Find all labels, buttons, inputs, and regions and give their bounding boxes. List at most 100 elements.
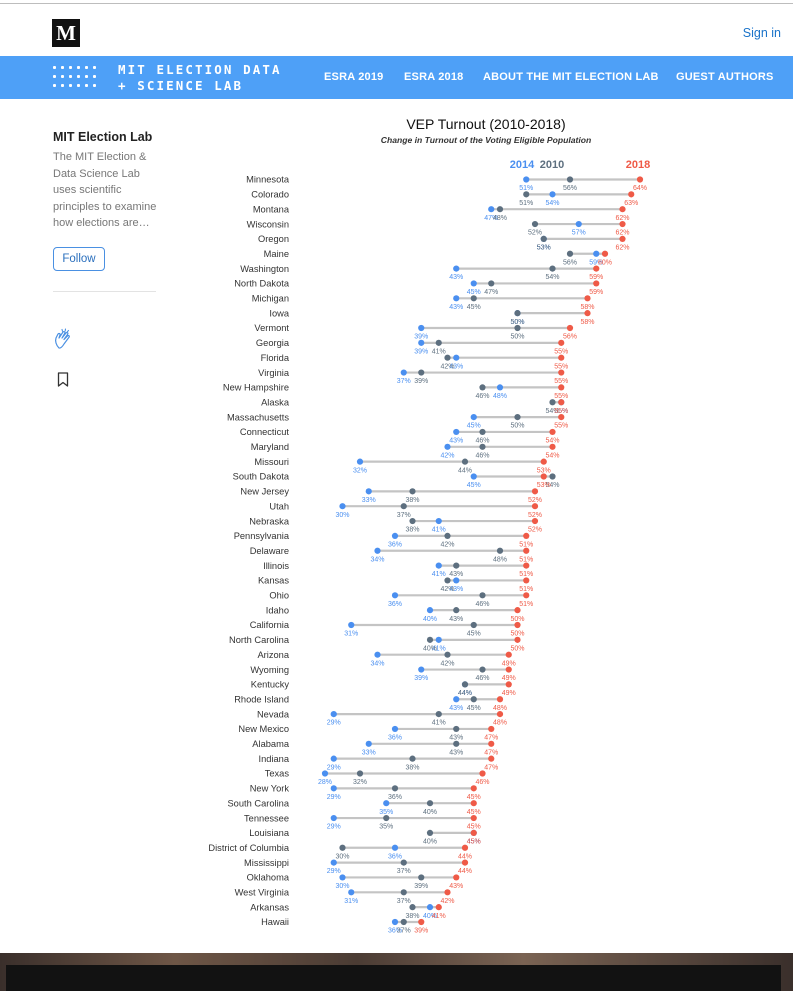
nav-link-about[interactable]: ABOUT THE MIT ELECTION LAB	[483, 71, 659, 83]
dot-2018	[531, 488, 539, 495]
value-label-2014: 36%	[388, 928, 402, 935]
footer-image-strip	[0, 953, 793, 991]
state-label: Missouri	[254, 457, 289, 467]
dot-2014	[330, 859, 337, 866]
dot-2018	[619, 235, 626, 242]
dot-2018	[601, 250, 609, 257]
dot-2018	[523, 577, 530, 584]
dot-2010	[496, 547, 504, 554]
value-label-2018: 42%	[440, 898, 454, 905]
sign-in-link[interactable]: Sign in	[742, 26, 781, 40]
value-label-2014: 41%	[432, 645, 446, 652]
dot-2010	[409, 488, 416, 495]
value-label-2018: 47%	[484, 735, 498, 742]
state-label: Illinois	[263, 561, 289, 571]
value-label-2014: 39%	[414, 348, 428, 355]
turnout-chart-svg: VEP Turnout (2010-2018) Change in Turnout…	[208, 116, 650, 935]
state-label: Kentucky	[251, 680, 290, 690]
legend-2014: 2014	[510, 159, 535, 171]
medium-logo[interactable]: M	[52, 19, 80, 47]
nav-link-esra-2018[interactable]: ESRA 2018	[404, 71, 464, 83]
dot-2010	[461, 458, 469, 465]
state-label: Pennsylvania	[234, 531, 290, 541]
dot-2018	[488, 740, 495, 747]
value-label-2014: 44%	[458, 690, 472, 697]
dot-2018	[523, 547, 530, 554]
dot-2014	[418, 339, 425, 346]
state-label: Virginia	[258, 368, 290, 378]
dot-2010	[400, 918, 407, 926]
value-label-2014: 31%	[344, 631, 358, 638]
dot-2010	[470, 621, 477, 629]
value-label-2010: 54%	[545, 274, 559, 281]
dot-2014	[549, 191, 556, 198]
dot-2010	[453, 562, 460, 569]
value-label-2010: 37%	[397, 868, 411, 875]
value-label-2014: 33%	[362, 749, 376, 756]
follow-button[interactable]: Follow	[53, 246, 105, 271]
author-sidebar: MIT Election Lab The MIT Election & Data…	[53, 130, 158, 387]
dot-2018	[470, 814, 477, 822]
value-label-2014: 29%	[327, 868, 341, 875]
chart-subtitle: Change in Turnout of the Voting Eligible…	[381, 135, 592, 145]
value-label-2018: 64%	[633, 185, 647, 192]
value-label-2018: 51%	[519, 586, 533, 593]
value-label-2010: 45%	[467, 631, 481, 638]
author-name[interactable]: MIT Election Lab	[53, 130, 153, 144]
value-label-2010: 36%	[388, 794, 402, 801]
dot-2010	[426, 800, 434, 807]
dot-2018	[523, 532, 530, 539]
dot-2010	[479, 666, 486, 673]
dot-2014	[426, 904, 434, 911]
dot-2018	[453, 874, 460, 881]
publication-logo-icon[interactable]	[53, 66, 101, 90]
dot-2014	[391, 844, 399, 851]
dot-2018	[593, 280, 600, 287]
dot-2010	[461, 681, 469, 688]
clap-icon[interactable]	[53, 328, 73, 350]
dot-2018	[479, 770, 486, 777]
value-label-2018: 53%	[537, 467, 551, 474]
state-label: Montana	[253, 204, 290, 214]
value-label-2014: 34%	[370, 556, 384, 563]
dot-2010	[444, 651, 451, 658]
value-label-2018: 45%	[467, 824, 481, 831]
value-label-2018: 62%	[615, 215, 629, 222]
value-label-2010: 46%	[475, 452, 489, 459]
value-label-2018: 48%	[493, 720, 507, 727]
state-label: Michigan	[252, 294, 289, 304]
dot-2010	[549, 399, 556, 406]
footer-image	[6, 965, 781, 991]
dot-2018	[461, 859, 469, 866]
value-label-2018: 55%	[554, 348, 568, 355]
dot-2010	[435, 711, 442, 718]
dot-2010	[479, 443, 486, 450]
bookmark-icon[interactable]	[57, 372, 69, 387]
dot-2010	[435, 339, 442, 346]
dot-2014	[391, 725, 399, 733]
value-label-2010: 39%	[414, 378, 428, 385]
legend-2018: 2018	[626, 159, 650, 171]
state-label: Vermont	[254, 323, 289, 333]
dot-2010	[391, 785, 399, 792]
dot-2014	[374, 651, 381, 658]
dot-2010	[470, 696, 477, 703]
value-label-2010: 46%	[475, 601, 489, 608]
dot-2010	[400, 889, 407, 896]
dot-2014	[593, 250, 600, 257]
nav-link-guest-authors[interactable]: GUEST AUTHORS	[676, 71, 774, 83]
value-label-2018: 44%	[458, 853, 472, 860]
value-label-2014: 31%	[344, 898, 358, 905]
state-label: Georgia	[256, 338, 290, 348]
dot-2018	[444, 889, 451, 896]
dot-2014	[453, 577, 460, 584]
dot-2018	[461, 844, 469, 851]
state-label: Arizona	[257, 650, 289, 660]
dot-2014	[330, 755, 337, 762]
nav-link-esra-2019[interactable]: ESRA 2019	[324, 71, 384, 83]
value-label-2010: 42%	[440, 542, 454, 549]
state-label: New Mexico	[238, 724, 289, 734]
dot-2014	[453, 295, 460, 302]
author-bio: The MIT Election & Data Science Lab uses…	[53, 151, 157, 229]
publication-title[interactable]: MIT ELECTION DATA + SCIENCE LAB	[118, 62, 282, 94]
